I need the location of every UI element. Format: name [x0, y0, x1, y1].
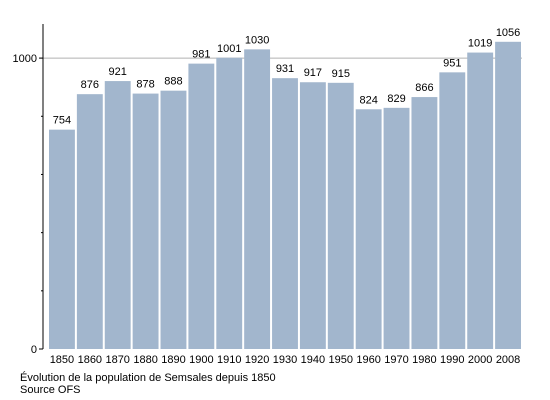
data-label-2008: 1056 — [496, 27, 520, 39]
bar-1980 — [411, 97, 438, 349]
source-note: Source OFS — [20, 384, 81, 396]
x-tick-labels: 1850 1860 1870 1880 1890 1900 1910 1920 1930 1940… — [50, 354, 521, 366]
data-label-1900: 981 — [192, 49, 210, 61]
bars — [49, 41, 521, 350]
bar-2008 — [495, 41, 521, 350]
data-label-1970: 829 — [387, 93, 405, 105]
data-label-1930: 931 — [276, 63, 294, 75]
x-tick-label-1990: 1990 — [440, 354, 464, 366]
x-tick-label-1970: 1970 — [384, 354, 408, 366]
data-label-1910: 1001 — [217, 43, 241, 55]
bar-1890 — [160, 90, 187, 349]
x-tick-label-1910: 1910 — [217, 354, 241, 366]
data-label-1880: 878 — [136, 79, 154, 91]
bar-1880 — [132, 93, 159, 349]
bar-1990 — [439, 72, 466, 349]
y-tick-labels: 0 1000 — [13, 53, 37, 356]
data-label-1870: 921 — [109, 66, 127, 78]
data-label-2000: 1019 — [468, 38, 492, 50]
x-tick-label-1860: 1860 — [78, 354, 102, 366]
data-label-1890: 888 — [164, 76, 182, 88]
data-label-1860: 876 — [81, 79, 99, 91]
bar-1850 — [49, 129, 75, 349]
data-label-1950: 915 — [332, 68, 350, 80]
data-label-1980: 866 — [415, 82, 433, 94]
x-tick-label-1880: 1880 — [133, 354, 157, 366]
bar-1960 — [355, 109, 382, 349]
x-tick-label-1900: 1900 — [189, 354, 213, 366]
y-axis — [39, 24, 44, 350]
x-tick-label-1950: 1950 — [329, 354, 353, 366]
data-label-1850: 754 — [53, 115, 71, 127]
data-label-1990: 951 — [443, 57, 461, 69]
bar-1900 — [188, 63, 215, 349]
bar-1970 — [383, 107, 410, 349]
x-tick-label-1920: 1920 — [245, 354, 269, 366]
y-tick-label-1000: 1000 — [13, 53, 37, 65]
x-tick-label-1940: 1940 — [301, 354, 325, 366]
bar-2000 — [467, 52, 494, 350]
x-tick-label-1980: 1980 — [412, 354, 436, 366]
y-tick-label-0: 0 — [31, 344, 37, 356]
x-tick-label-1890: 1890 — [161, 354, 185, 366]
chart-caption: Évolution de la population de Semsales d… — [20, 372, 276, 384]
data-label-1940: 917 — [304, 67, 322, 79]
x-tick-label-2000: 2000 — [468, 354, 492, 366]
bar-1940 — [299, 82, 326, 350]
bar-1910 — [216, 57, 243, 350]
x-tick-label-1960: 1960 — [356, 354, 380, 366]
bar-1950 — [327, 82, 354, 350]
data-label-1920: 1030 — [245, 34, 269, 46]
data-labels: 754 876 921 878 888 981 1001 1030 931 917 915 824 82… — [53, 27, 521, 127]
bar-1930 — [272, 78, 298, 349]
bar-1860 — [76, 94, 103, 349]
data-label-1960: 824 — [359, 94, 377, 106]
bar-1920 — [244, 49, 271, 349]
x-tick-label-2008: 2008 — [496, 354, 520, 366]
bar-1870 — [104, 81, 131, 349]
x-tick-label-1930: 1930 — [273, 354, 297, 366]
x-tick-label-1850: 1850 — [50, 354, 74, 366]
x-tick-label-1870: 1870 — [105, 354, 129, 366]
